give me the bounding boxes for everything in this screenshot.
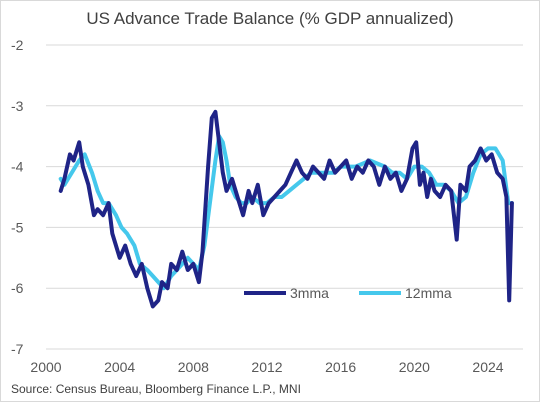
- x-tick-label: 2012: [251, 359, 282, 375]
- gridlines: [46, 44, 523, 350]
- y-tick-label: -2: [11, 37, 24, 53]
- y-tick-label: -5: [11, 219, 24, 235]
- legend-label-3mma: 3mma: [290, 285, 329, 301]
- source-note: Source: Census Bureau, Bloomberg Finance…: [11, 382, 301, 396]
- line-chart: -2 -3 -4 -5 -6 -7 2000 2004 2008 2012 2016 2020 202…: [11, 37, 523, 375]
- y-tick-label: -7: [11, 341, 24, 357]
- x-axis-labels: 2000 2004 2008 2012 2016 2020 2024: [30, 359, 503, 375]
- x-tick-label: 2020: [399, 359, 430, 375]
- y-axis-labels: -2 -3 -4 -5 -6 -7: [11, 37, 24, 357]
- x-tick-label: 2024: [472, 359, 503, 375]
- x-tick-label: 2000: [30, 359, 61, 375]
- y-tick-label: -4: [11, 159, 24, 175]
- x-tick-label: 2008: [178, 359, 209, 375]
- chart-title: US Advance Trade Balance (% GDP annualiz…: [86, 9, 454, 28]
- x-tick-label: 2016: [325, 359, 356, 375]
- y-tick-label: -6: [11, 280, 24, 296]
- legend-label-12mma: 12mma: [405, 285, 452, 301]
- series-lines: [58, 109, 514, 309]
- series-line-3mma: [58, 109, 514, 309]
- legend: 3mma 12mma: [244, 285, 452, 301]
- series-line-12mma: [58, 134, 514, 291]
- x-tick-label: 2004: [104, 359, 135, 375]
- y-tick-label: -3: [11, 98, 24, 114]
